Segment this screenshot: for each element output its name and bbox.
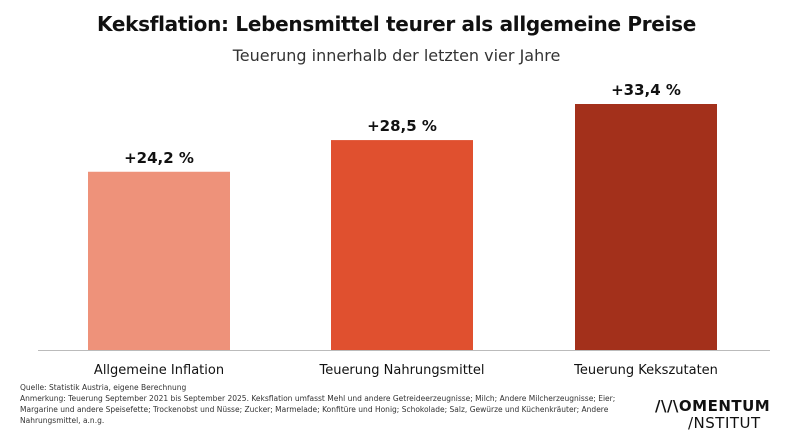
category-label: Teuerung Nahrungsmittel [318,363,484,378]
chart-title: Keksflation: Lebensmittel teurer als all… [96,12,696,36]
annotation-note: Anmerkung: Teuerung September 2021 bis S… [20,394,616,425]
bar [88,171,230,350]
data-label: +24,2 % [124,149,194,167]
category-label: Teuerung Kekszutaten [573,363,718,378]
momentum-institut-logo: /\/\OMENTUM /NSTITUT [655,398,770,432]
logo-line2: /NSTITUT [688,414,761,432]
bar [331,140,473,350]
chart-subtitle: Teuerung innerhalb der letzten vier Jahr… [232,46,561,65]
bar-chart: +24,2 % Allgemeine Inflation +28,5 % Teueru… [38,81,770,378]
source-note: Quelle: Statistik Austria, eigene Berech… [20,383,187,392]
category-label: Allgemeine Inflation [94,363,224,378]
logo-line1: /\/\OMENTUM [655,397,771,415]
data-label: +28,5 % [367,117,437,135]
data-label: +33,4 % [611,81,681,99]
bar [575,104,717,350]
